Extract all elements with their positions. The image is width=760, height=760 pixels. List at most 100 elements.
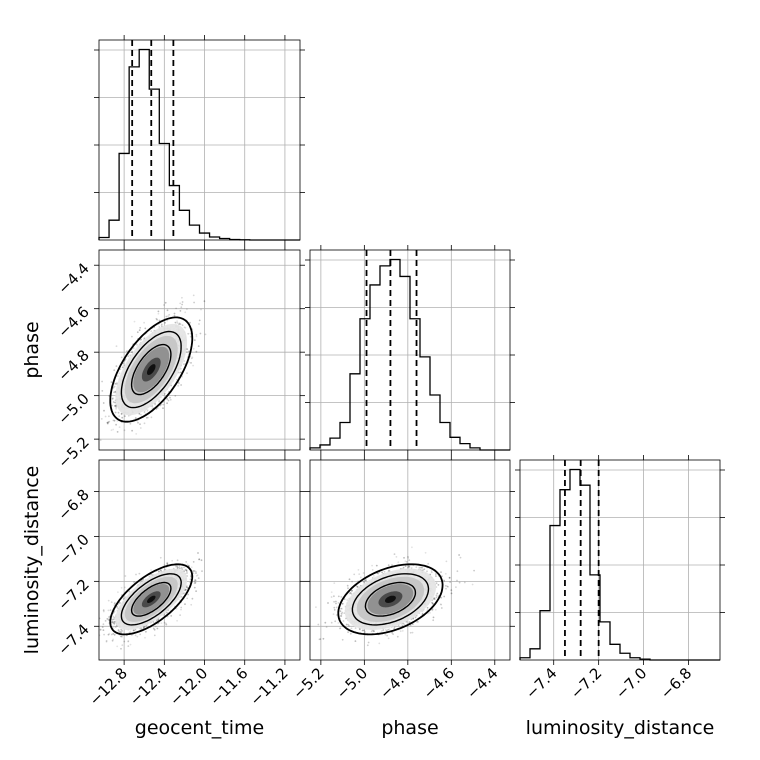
hist-phase-frame	[309, 249, 511, 451]
joint-geocent_time-luminosity_distance-scatter-point	[163, 564, 166, 566]
joint-geocent_time-phase-scatter-point	[112, 397, 114, 400]
joint-phase-luminosity_distance-scatter-point	[450, 592, 453, 595]
joint-geocent_time-luminosity_distance-scatter-point	[175, 607, 178, 610]
joint-geocent_time-phase-scatter-point	[132, 347, 135, 349]
joint-geocent_time-luminosity_distance-scatter-point	[120, 629, 123, 631]
joint-geocent_time-luminosity_distance-scatter-point	[186, 572, 188, 575]
joint-geocent_time-phase-scatter-point	[192, 347, 195, 350]
joint-geocent_time-phase-scatter-point	[192, 294, 195, 297]
joint-phase-luminosity_distance-scatter-point	[403, 556, 405, 559]
joint-geocent_time-phase-scatter-point	[110, 381, 113, 383]
joint-geocent_time-phase-scatter-point	[179, 323, 182, 326]
joint-geocent_time-phase-scatter-point	[168, 313, 171, 316]
joint-geocent_time-phase-scatter-point	[113, 419, 116, 422]
joint-geocent_time-luminosity_distance-scatter-point	[160, 569, 162, 571]
joint-geocent_time-luminosity_distance-scatter-point	[176, 565, 179, 568]
joint-phase-luminosity_distance-scatter-point	[410, 566, 413, 569]
joint-geocent_time-luminosity_distance-scatter-point	[111, 621, 113, 623]
joint-geocent_time-luminosity_distance-scatter-point	[185, 569, 188, 572]
joint-geocent_time-luminosity_distance-scatter-point	[112, 632, 115, 635]
joint-geocent_time-luminosity_distance-scatter-point	[114, 626, 117, 628]
joint-phase-luminosity_distance-scatter-point	[388, 628, 391, 630]
joint-phase-luminosity_distance-scatter-point	[415, 566, 418, 569]
joint-geocent_time-luminosity_distance-scatter-point	[144, 636, 146, 639]
joint-geocent_time-phase-scatter-point	[165, 315, 168, 318]
joint-geocent_time-phase-scatter-point	[143, 321, 146, 324]
joint-geocent_time-luminosity_distance-scatter-point	[171, 559, 174, 562]
joint-geocent_time-luminosity_distance-scatter-point	[152, 621, 155, 624]
joint-geocent_time-luminosity_distance-scatter-point	[107, 618, 110, 621]
joint-geocent_time-phase-scatter-point	[188, 350, 190, 353]
joint-geocent_time-phase-scatter-point	[160, 403, 163, 406]
joint-geocent_time-phase-scatter-point	[144, 327, 147, 330]
joint-geocent_time-luminosity_distance-scatter-point	[120, 628, 122, 631]
joint-geocent_time-phase-scatter-point	[176, 322, 179, 324]
joint-geocent_time-phase-scatter-point	[112, 401, 115, 403]
joint-geocent_time-luminosity_distance-scatter-point	[116, 645, 119, 648]
joint-phase-luminosity_distance-scatter-point	[411, 623, 414, 625]
joint-geocent_time-phase-scatter-point	[136, 331, 139, 334]
joint-geocent_time-phase-scatter-point	[138, 329, 141, 332]
joint-geocent_time-luminosity_distance-scatter-point	[139, 633, 142, 636]
joint-phase-luminosity_distance-panel	[305, 455, 515, 665]
joint-geocent_time-phase-scatter-point	[191, 356, 194, 359]
joint-geocent_time-luminosity_distance-scatter-point	[113, 622, 116, 625]
joint-phase-luminosity_distance-scatter-point	[345, 623, 348, 626]
joint-geocent_time-luminosity_distance-scatter-point	[111, 618, 114, 621]
joint-geocent_time-phase-scatter-point	[180, 371, 182, 374]
joint-geocent_time-luminosity_distance-scatter-point	[198, 558, 201, 561]
joint-geocent_time-luminosity_distance-scatter-point	[108, 616, 110, 618]
joint-geocent_time-phase-scatter-point	[166, 319, 169, 322]
joint-geocent_time-luminosity_distance-scatter-point	[133, 629, 135, 632]
joint-geocent_time-luminosity_distance-scatter-point	[180, 608, 182, 611]
joint-geocent_time-phase-scatter-point	[114, 411, 117, 414]
joint-phase-luminosity_distance-scatter-point	[440, 603, 442, 606]
joint-geocent_time-luminosity_distance-scatter-point	[127, 640, 130, 643]
joint-geocent_time-luminosity_distance-scatter-point	[133, 581, 136, 583]
joint-geocent_time-phase-scatter-point	[123, 429, 126, 432]
joint-geocent_time-phase-scatter-point	[116, 420, 119, 422]
joint-geocent_time-luminosity_distance-scatter-point	[185, 561, 188, 563]
joint-geocent_time-luminosity_distance-scatter-point	[117, 591, 119, 594]
joint-geocent_time-luminosity_distance-scatter-point	[190, 603, 193, 606]
joint-geocent_time-phase-scatter-point	[134, 417, 137, 420]
joint-geocent_time-phase-scatter-point	[99, 439, 102, 442]
joint-geocent_time-luminosity_distance-scatter-point	[180, 595, 183, 598]
joint-geocent_time-luminosity_distance-scatter-point	[153, 627, 155, 630]
joint-geocent_time-phase-scatter-point	[181, 303, 184, 306]
joint-geocent_time-phase-scatter-point	[160, 323, 163, 326]
joint-geocent_time-luminosity_distance-scatter-point	[194, 581, 197, 584]
joint-geocent_time-phase-scatter-point	[114, 382, 117, 385]
joint-geocent_time-luminosity_distance-scatter-point	[107, 633, 110, 636]
joint-geocent_time-luminosity_distance-scatter-point	[153, 628, 156, 631]
joint-geocent_time-luminosity_distance-scatter-point	[193, 570, 195, 572]
joint-geocent_time-phase-scatter-point	[117, 375, 119, 377]
joint-geocent_time-phase-scatter-point	[186, 308, 188, 311]
joint-geocent_time-luminosity_distance-contour-line	[109, 563, 194, 636]
joint-geocent_time-luminosity_distance-scatter-point	[129, 643, 132, 646]
joint-geocent_time-luminosity_distance-scatter-point	[134, 634, 137, 637]
joint-geocent_time-phase-scatter-point	[118, 372, 121, 375]
joint-geocent_time-luminosity_distance-scatter-point	[194, 579, 197, 582]
joint-geocent_time-luminosity_distance-scatter-point	[201, 570, 203, 572]
joint-geocent_time-phase-scatter-point	[195, 350, 198, 353]
joint-geocent_time-phase-scatter-point	[115, 407, 117, 410]
joint-geocent_time-luminosity_distance-scatter-point	[105, 640, 108, 642]
joint-geocent_time-luminosity_distance-scatter-point	[107, 619, 110, 622]
joint-geocent_time-phase-scatter-point	[181, 296, 183, 299]
joint-phase-luminosity_distance-scatter-point	[367, 641, 370, 644]
joint-geocent_time-phase-scatter-point	[146, 410, 149, 412]
joint-geocent_time-phase-scatter-point	[176, 320, 179, 322]
joint-geocent_time-luminosity_distance-scatter-point	[194, 579, 197, 581]
joint-geocent_time-phase-scatter-point	[198, 319, 201, 322]
joint-geocent_time-phase-scatter-point	[158, 400, 161, 403]
joint-geocent_time-luminosity_distance-scatter-point	[192, 572, 195, 575]
hist-luminosity_distance-frame	[519, 459, 721, 661]
joint-geocent_time-phase-scatter-point	[158, 319, 161, 322]
joint-geocent_time-luminosity_distance-scatter-point	[121, 635, 123, 638]
joint-phase-luminosity_distance-scatter-point	[343, 612, 346, 614]
joint-geocent_time-luminosity_distance-scatter-point	[102, 610, 105, 613]
joint-geocent_time-phase-scatter-point	[150, 416, 153, 419]
joint-geocent_time-luminosity_distance-scatter-point	[163, 621, 166, 624]
joint-geocent_time-phase-scatter-point	[174, 321, 177, 324]
